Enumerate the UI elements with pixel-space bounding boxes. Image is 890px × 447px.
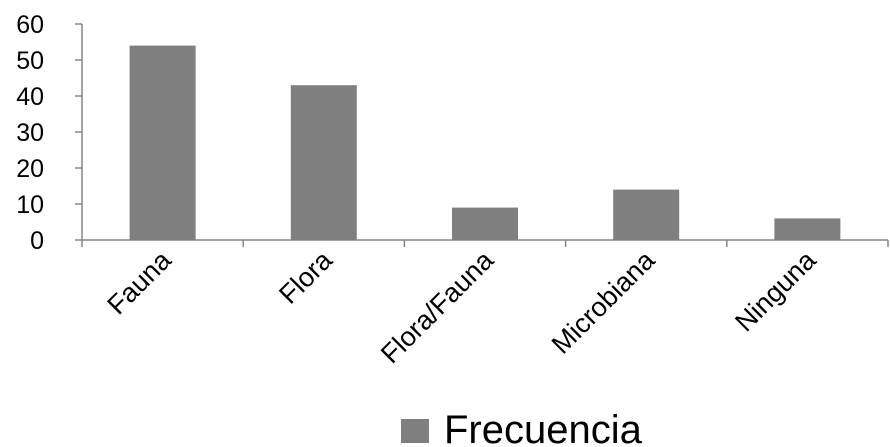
legend: Frecuencia <box>401 408 643 447</box>
y-tick-label: 0 <box>30 227 44 255</box>
x-axis <box>81 239 889 247</box>
bar-flora <box>290 85 357 240</box>
x-tick-label: Ninguna <box>729 244 822 337</box>
legend-swatch <box>401 419 429 443</box>
x-tick-label: Fauna <box>101 244 177 320</box>
y-tick-label: 50 <box>16 47 44 75</box>
legend-label: Frecuencia <box>444 408 643 447</box>
x-tick-label: Flora <box>273 244 338 309</box>
bar-microbiana <box>613 189 680 240</box>
y-axis: 0 10 20 30 40 50 60 <box>16 11 83 255</box>
bar-fauna <box>129 45 196 240</box>
y-tick-label: 60 <box>16 11 44 39</box>
x-tick-label: Flora/Fauna <box>375 244 500 369</box>
y-tick-label: 40 <box>16 83 44 111</box>
x-tick-labels: Fauna Flora Flora/Fauna Microbiana Ninguna <box>101 244 822 369</box>
bars <box>129 45 841 240</box>
y-tick-label: 30 <box>16 119 44 147</box>
bar-flora-fauna <box>452 207 518 240</box>
y-tick-label: 20 <box>16 155 44 183</box>
y-tick-label: 10 <box>16 191 44 219</box>
x-tick-label: Microbiana <box>546 244 661 359</box>
bar-ninguna <box>774 218 841 240</box>
